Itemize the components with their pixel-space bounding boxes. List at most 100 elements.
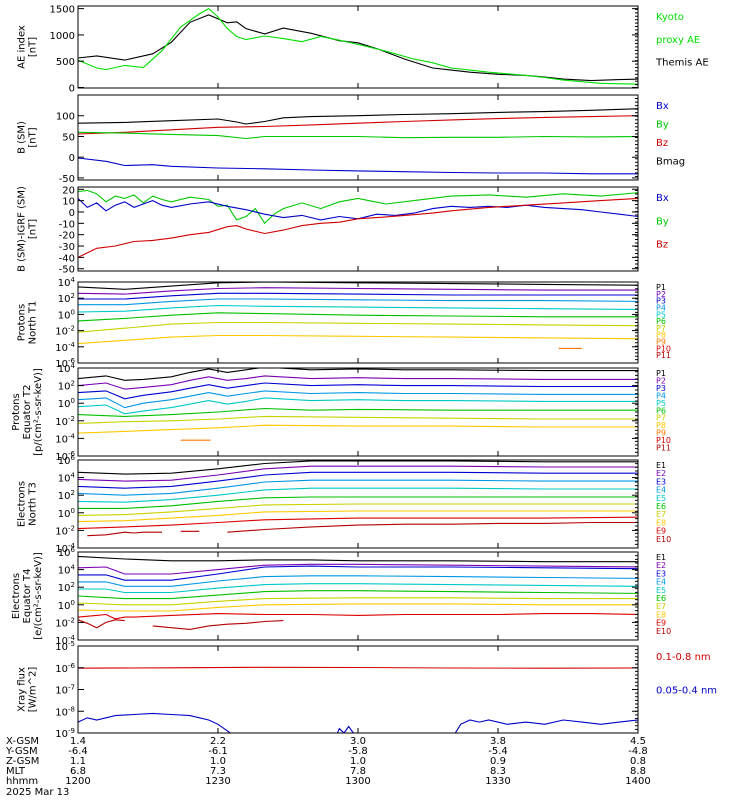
axis-value: 6.8 — [70, 766, 86, 777]
ytick-label-pn: 104 — [58, 276, 76, 289]
series-ee-e3 — [78, 565, 638, 581]
axis-value: 3.0 — [350, 736, 366, 747]
legend-pn-p6: P6 — [656, 317, 666, 326]
series-ae-themis-ae — [78, 14, 638, 82]
series-bigrf-bz — [78, 197, 638, 258]
series-pn-p3 — [78, 292, 638, 300]
axis-value: 3.8 — [490, 736, 506, 747]
series-pn-p1 — [78, 282, 638, 290]
ytick-label-ee: 102 — [58, 581, 75, 594]
ylabel-pn: North T1 — [28, 301, 39, 345]
ytick-label-ee: 10-4 — [55, 634, 75, 647]
axis-value: 2.2 — [210, 736, 226, 747]
panel-ee: Electrons Equator T4 [e/(cm²-s-sr-keV)] E1E… — [11, 551, 671, 641]
legend-pe-p7: P7 — [656, 414, 666, 423]
ylabel-bsm: B (SM) — [17, 121, 28, 154]
ylabel-ae: AE index — [17, 25, 28, 69]
series-en-e3 — [78, 471, 638, 489]
series-pn-p5 — [78, 304, 638, 313]
legend-ee-e8: E8 — [656, 610, 666, 619]
legend-pe-p3: P3 — [656, 384, 666, 393]
ytick-label-bigrf: -10 — [59, 219, 75, 230]
ytick-label-pe: 10-6 — [55, 450, 75, 463]
ytick-label-ae: 500 — [56, 57, 75, 68]
panel-pe: Protons Equator T2 [p/(cm²-s-sr-keV)] P1P2P… — [11, 367, 671, 457]
axis-value: -5.8 — [348, 746, 368, 757]
ytick-label-xray: 10-7 — [55, 684, 75, 697]
panel-frame-bsm — [77, 94, 639, 181]
legend-xray-0-1-0-8-nm: 0.1-0.8 nm — [656, 652, 711, 663]
legend-en-e5: E5 — [656, 494, 666, 503]
legend-ae-themis-ae: Themis AE — [655, 58, 709, 69]
legend-bsm-bz: Bz — [656, 138, 668, 149]
series-ee-e6 — [78, 590, 638, 600]
legend-bsm-bx: Bx — [656, 101, 669, 112]
legend-ee-e3: E3 — [656, 569, 666, 578]
series-pn-p8 — [78, 334, 638, 345]
series-pe-p2 — [78, 375, 638, 390]
ytick-label-ae: 1000 — [50, 31, 75, 42]
legend-xray-0-05-0-4-nm: 0.05-0.4 nm — [656, 685, 717, 696]
legend-pe-p9: P9 — [656, 429, 666, 438]
panel-ae: AE index [nT] Kyoto proxy AE Themis AE — [17, 5, 709, 89]
legend-pe-p8: P8 — [656, 421, 666, 430]
axis-value: 8.3 — [490, 766, 506, 777]
legend-ee-e6: E6 — [656, 594, 666, 603]
ytick-label-ee: 104 — [58, 564, 76, 577]
series-ee-e9 — [78, 613, 638, 620]
series-en-e9 — [78, 516, 638, 530]
ytick-label-en: 102 — [58, 489, 75, 502]
legend-bigrf-by: By — [656, 216, 669, 227]
ytick-label-bsm: -50 — [59, 174, 75, 185]
legend-ee-e2: E2 — [656, 561, 666, 570]
series-ee-e7 — [78, 597, 638, 606]
series-pe-p5 — [78, 397, 638, 415]
panel-xray: Xray flux [W/m^2] 0.1-0.8 nm 0.05-0.4 nm — [17, 645, 717, 734]
ytick-label-en: 106 — [58, 454, 76, 467]
legend-pn-p11: P11 — [656, 351, 671, 360]
ylabel-ae: [nT] — [28, 37, 39, 57]
legend-en-e7: E7 — [656, 510, 666, 519]
ylabel-en: North T3 — [28, 482, 39, 526]
axis-value: 1400 — [625, 776, 650, 787]
date-label: 2025 Mar 13 — [6, 787, 69, 798]
axis-value: -6.1 — [208, 746, 228, 757]
legend-pn-p10: P10 — [656, 344, 671, 353]
series-pe-p8 — [78, 424, 638, 434]
legend-ee-e7: E7 — [656, 602, 666, 611]
ytick-label-xray: 10-5 — [55, 640, 75, 653]
series-en-e4 — [78, 479, 638, 496]
ytick-label-pn: 100 — [58, 308, 75, 321]
series-xray-0-05-0-4-nm — [78, 712, 638, 733]
series-en-e2 — [78, 465, 638, 482]
legend-bsm-bmag: Bmag — [656, 156, 685, 167]
axis-value: 1.4 — [70, 736, 86, 747]
ytick-label-pe: 104 — [58, 362, 76, 375]
axis-value: 1200 — [65, 776, 90, 787]
series-ee-e10 — [78, 619, 125, 629]
panel-bsm: B (SM) [nT] Bx By Bz Bmag — [17, 94, 685, 181]
series-pe-p1 — [78, 368, 638, 381]
legend-en-e6: E6 — [656, 502, 666, 511]
ytick-label-bsm: 0 — [69, 153, 75, 164]
legend-ae-kyoto: Kyoto — [656, 12, 684, 23]
axis-row-label-mlt: MLT — [6, 766, 26, 777]
ylabel-bigrf: [nT] — [28, 219, 39, 239]
ytick-label-en: 10-4 — [55, 542, 75, 555]
legend-en-e2: E2 — [656, 469, 666, 478]
legend-bigrf-bx: Bx — [656, 193, 669, 204]
series-ee-e1 — [78, 555, 638, 563]
axis-row-label-hhmm: hhmm — [6, 776, 38, 787]
series-bsm-bx — [78, 157, 638, 175]
ytick-label-en: 10-2 — [55, 524, 75, 537]
ytick-label-ee: 10-2 — [55, 616, 75, 629]
ytick-label-xray: 10-6 — [55, 662, 75, 675]
axis-value: 1330 — [485, 776, 510, 787]
legend-pn-p5: P5 — [656, 310, 666, 319]
legend-pe-p1: P1 — [656, 369, 666, 378]
axis-value: 7.8 — [350, 766, 366, 777]
legend-en-e3: E3 — [656, 477, 666, 486]
ytick-label-pe: 10-4 — [55, 432, 75, 445]
series-bsm-bz — [78, 115, 638, 135]
series-pe-p6 — [78, 407, 638, 417]
